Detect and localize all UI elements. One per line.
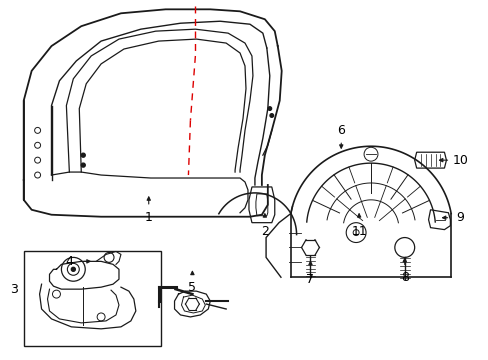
Text: 3: 3 [10,283,18,296]
Text: 7: 7 [306,273,314,286]
Text: 5: 5 [188,281,196,294]
Circle shape [269,114,273,117]
Text: 1: 1 [144,211,152,224]
Text: 6: 6 [337,124,345,137]
Circle shape [267,107,271,111]
Text: 10: 10 [451,154,468,167]
Circle shape [81,163,85,167]
Text: 4: 4 [65,255,73,268]
Text: 8: 8 [400,271,408,284]
Circle shape [71,267,75,271]
Text: 2: 2 [261,225,268,238]
Text: 9: 9 [455,211,463,224]
Text: 11: 11 [350,225,366,238]
Circle shape [81,153,85,157]
